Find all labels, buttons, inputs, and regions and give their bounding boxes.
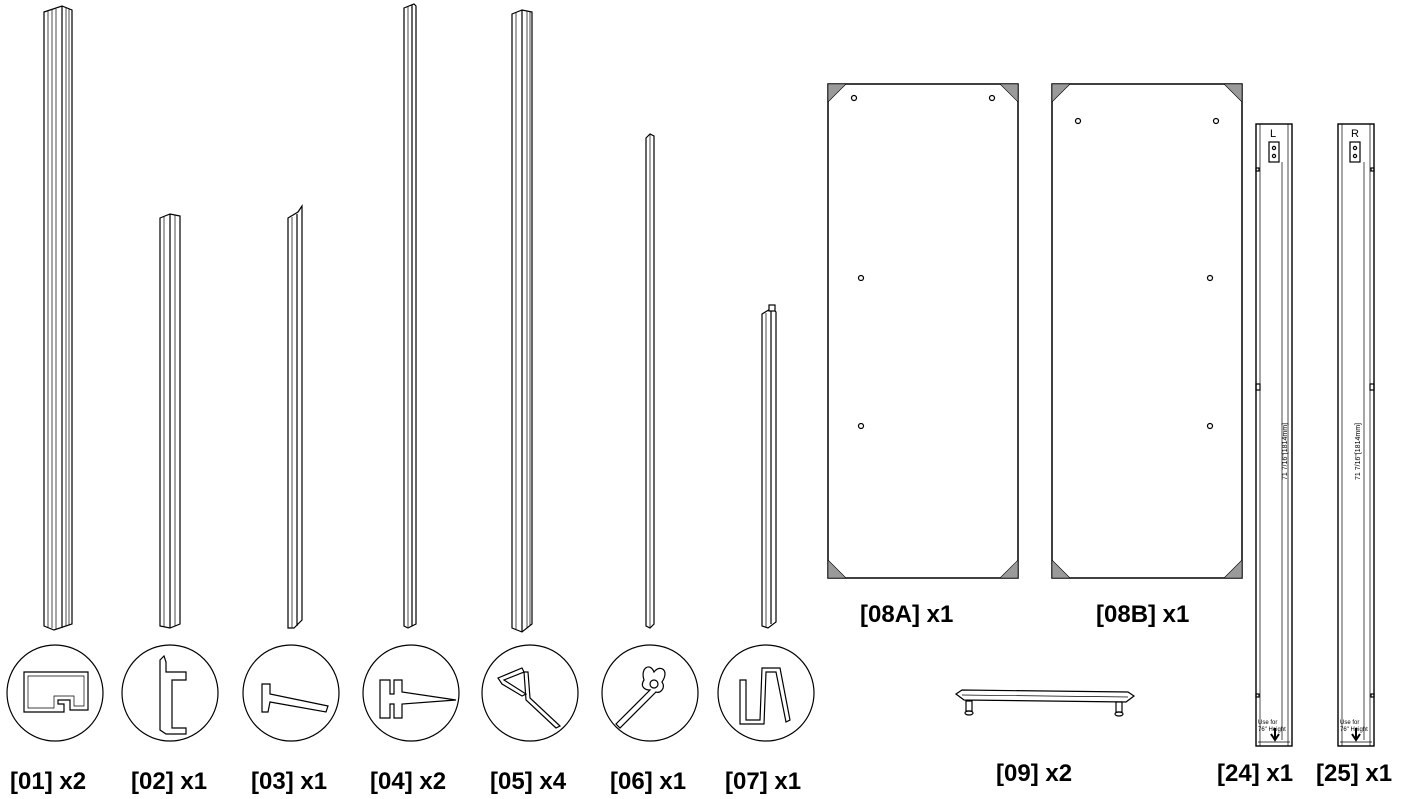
jamb-label-24: [24] x1 [1217,760,1293,787]
part-06-profile-drawing [645,133,655,629]
part-04-profile-drawing [403,3,417,629]
profile-icon-05 [481,644,579,742]
profile-icon-02 [121,644,219,742]
jamb-25-note-line1: Use for [1340,720,1359,726]
part-03-profile-drawing [287,204,303,629]
panel-label-08a: [08A] x1 [860,601,953,628]
jamb-25-dimension: 71 7/16"[1814mm] [1355,423,1362,480]
panel-08b-drawing [1051,83,1243,579]
jamb-24-drawing [1255,123,1293,747]
jamb-24-dimension: 71 7/16"[1814mm] [1282,423,1289,480]
jamb-24-note-line2: 76" Height [1258,727,1286,733]
part-07-profile-drawing [761,304,777,629]
part-label-06: [06] x1 [610,768,686,795]
handle-label-09: [09] x2 [996,760,1072,787]
part-05-profile-drawing [511,9,533,633]
part-02-profile-drawing [159,213,181,629]
profile-icon-06 [601,644,699,742]
jamb-24-side-letter: L [1270,128,1276,140]
panel-08a-drawing [827,83,1019,579]
part-label-04: [04] x2 [370,768,446,795]
jamb-25-note-line2: 76" Height [1340,727,1368,733]
part-label-07: [07] x1 [725,768,801,795]
profile-icon-04 [362,644,460,742]
profile-icon-01 [6,644,104,742]
panel-label-08b: [08B] x1 [1096,601,1189,628]
jamb-25-drawing [1337,123,1375,747]
jamb-label-25: [25] x1 [1316,760,1392,787]
jamb-25-side-letter: R [1351,128,1359,140]
profile-icon-03 [242,644,340,742]
handle-09-drawing [954,689,1136,717]
part-label-01: [01] x2 [10,768,86,795]
part-label-05: [05] x4 [490,768,567,795]
part-01-profile-drawing [43,5,73,631]
part-label-02: [02] x1 [131,768,207,795]
profile-icon-07 [717,644,815,742]
jamb-24-note-line1: Use for [1258,720,1277,726]
part-label-03: [03] x1 [251,768,327,795]
